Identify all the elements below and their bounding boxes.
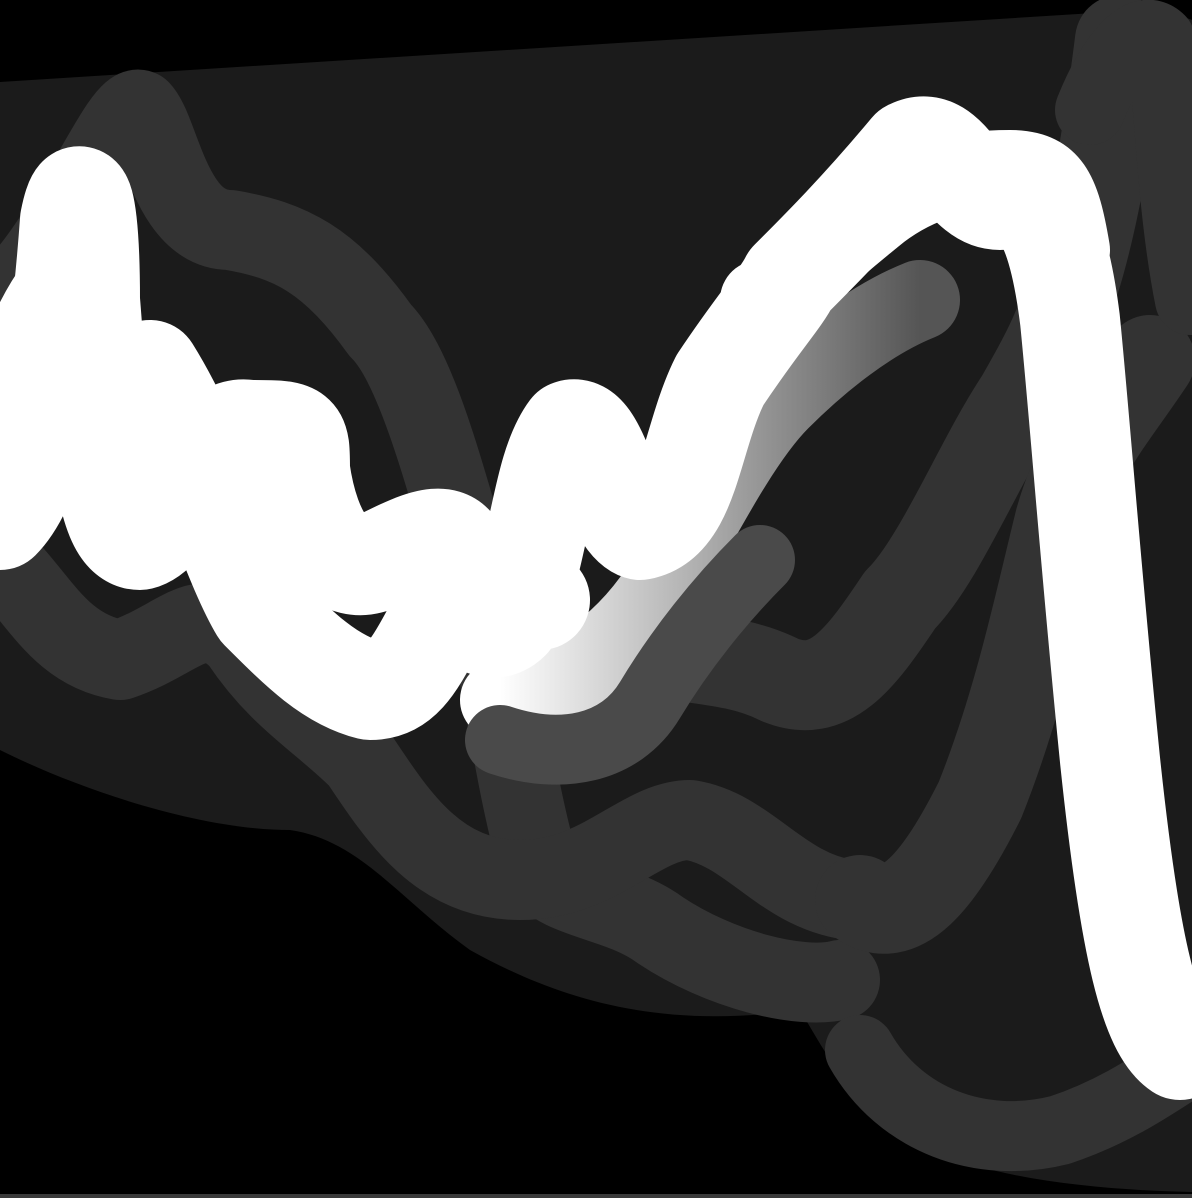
- bottom-edge: [0, 1194, 1192, 1198]
- white-stroke-upper-right: [720, 130, 1110, 340]
- white-stroke-main: [0, 96, 1192, 1100]
- lower-black-region: [0, 750, 1192, 1198]
- dark-stroke-2: [0, 520, 890, 940]
- white-stroke-lower: [100, 320, 590, 740]
- dark-stroke-6: [1055, 0, 1192, 335]
- fade-stroke-2: [465, 525, 795, 785]
- white-stroke-left-blob: [0, 245, 105, 445]
- white-stroke-group: [0, 96, 1192, 1100]
- dark-stroke-1: [0, 69, 880, 1023]
